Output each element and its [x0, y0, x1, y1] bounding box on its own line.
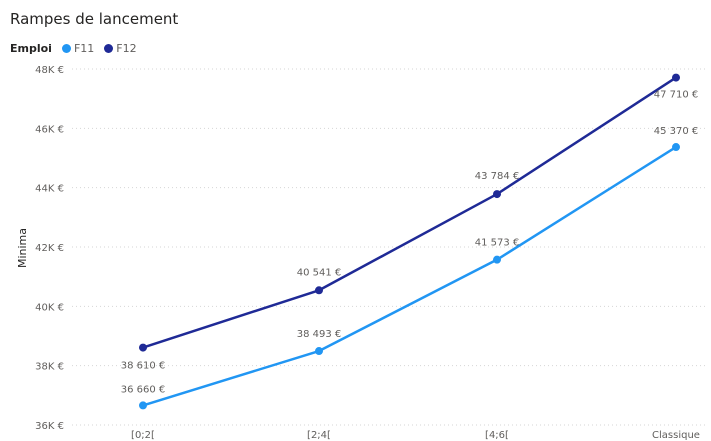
series-line-f12 [142, 76, 677, 349]
data-label: 43 784 € [475, 171, 520, 182]
y-tick-label: 38K € [35, 362, 64, 373]
legend-item-f12[interactable]: F12 [104, 42, 137, 55]
x-tick-label: [2;4[ [307, 430, 331, 441]
y-axis-title: Minima [16, 228, 29, 268]
data-point [493, 190, 501, 199]
legend-title: Emploi [10, 42, 52, 55]
data-point [139, 343, 147, 352]
legend-label-f11: F11 [73, 42, 95, 55]
legend-dot-f12 [104, 44, 114, 53]
data-point [315, 286, 323, 295]
x-tick-label: [0;2[ [131, 430, 155, 441]
data-point [672, 143, 680, 152]
y-tick-label: 44K € [35, 184, 64, 195]
data-point [315, 347, 323, 356]
y-tick-label: 48K € [35, 65, 64, 76]
legend: Emploi F11 F12 [10, 42, 143, 55]
data-point [139, 401, 147, 410]
y-tick-label: 46K € [35, 124, 64, 135]
y-tick-label: 40K € [35, 302, 64, 313]
legend-dot-f11 [61, 44, 71, 53]
y-tick-label: 36K € [35, 421, 64, 432]
data-point [493, 255, 501, 264]
data-label: 47 710 € [654, 90, 699, 101]
data-label: 38 493 € [297, 329, 342, 340]
y-tick-label: 42K € [35, 243, 64, 254]
data-label: 36 660 € [121, 384, 166, 395]
data-label: 40 541 € [297, 267, 342, 278]
data-label: 38 610 € [121, 361, 166, 372]
legend-item-f11[interactable]: F11 [61, 42, 95, 55]
chart-title: Rampes de lancement [10, 10, 179, 28]
legend-label-f12: F12 [116, 42, 137, 55]
x-tick-label: [4;6[ [485, 430, 509, 441]
series-line-f11 [142, 145, 677, 407]
data-label: 41 573 € [475, 238, 520, 249]
data-point [672, 73, 680, 82]
x-tick-label: Classique [652, 430, 700, 441]
data-label: 45 370 € [654, 126, 699, 137]
